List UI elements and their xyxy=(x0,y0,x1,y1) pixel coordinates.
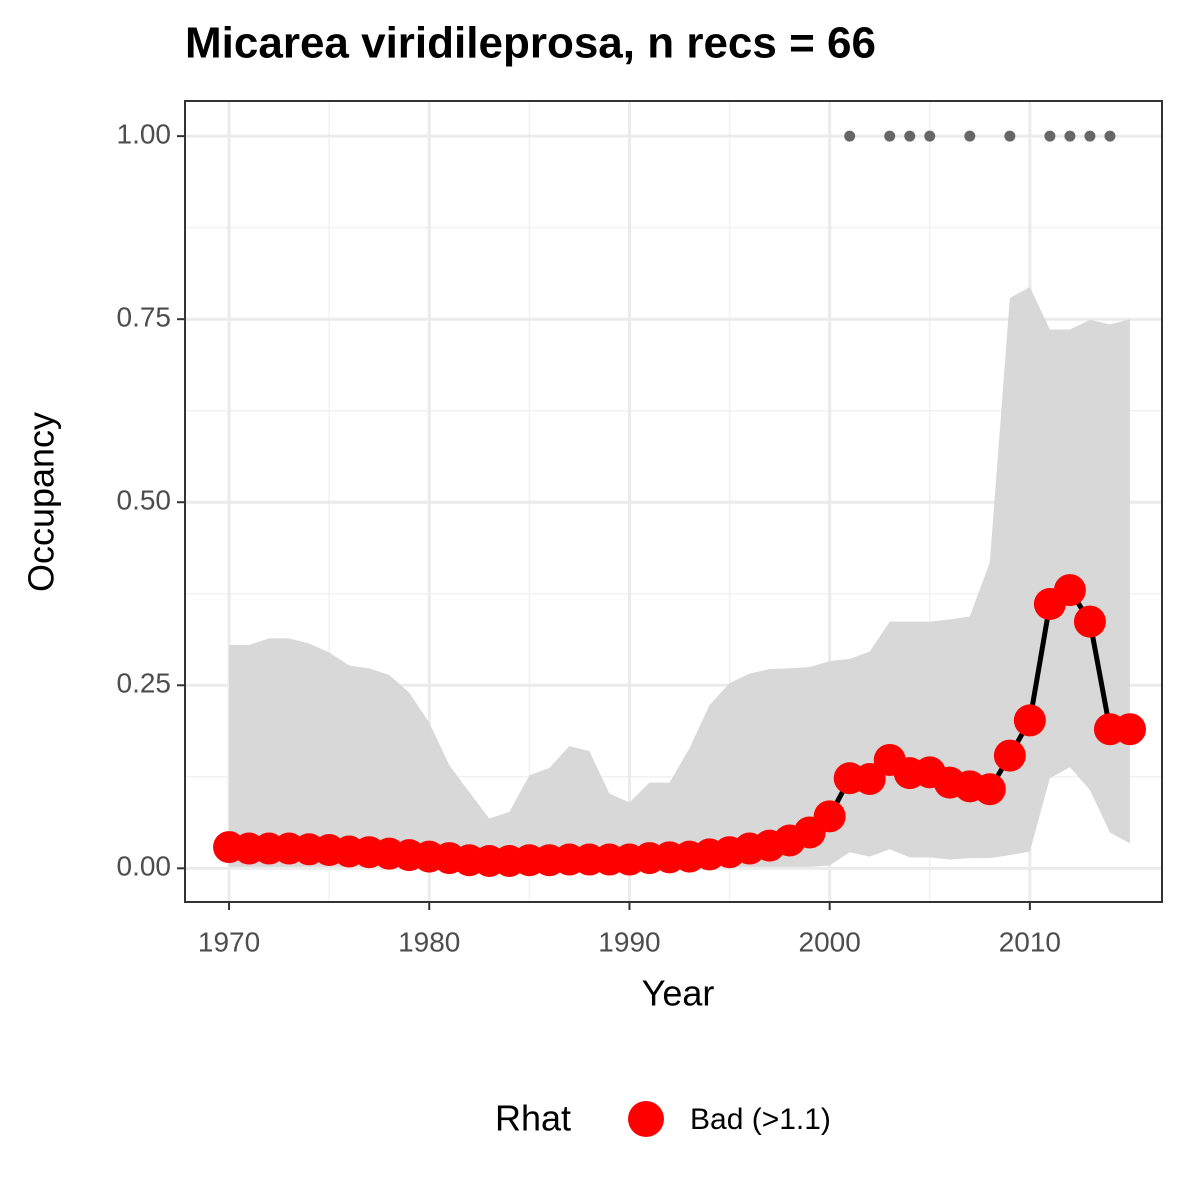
chart-title: Micarea viridileprosa, n recs = 66 xyxy=(185,19,876,68)
y-tick-label: 0.50 xyxy=(117,485,172,516)
record-dot xyxy=(1064,130,1076,142)
point xyxy=(813,800,846,833)
y-tick-label: 0.75 xyxy=(117,302,172,333)
panel-border xyxy=(184,100,1163,903)
record-dot xyxy=(844,130,856,142)
record-dot xyxy=(1004,130,1016,142)
x-tick-label: 1980 xyxy=(398,926,460,957)
record-dot xyxy=(1104,130,1116,142)
x-tick-label: 1970 xyxy=(198,926,260,957)
legend-label: Bad (>1.1) xyxy=(690,1103,831,1136)
record-dot xyxy=(1084,130,1096,142)
point xyxy=(973,773,1006,806)
confidence-band xyxy=(229,286,1130,867)
point xyxy=(1013,704,1046,737)
record-dot xyxy=(884,130,896,142)
point xyxy=(1073,605,1106,638)
point xyxy=(1053,574,1086,607)
point xyxy=(993,739,1026,772)
y-axis-label: Occupancy xyxy=(21,412,62,592)
x-tick-label: 2000 xyxy=(799,926,861,957)
point xyxy=(1113,713,1146,746)
x-tick-label: 2010 xyxy=(999,926,1061,957)
legend-title: Rhat xyxy=(495,1098,571,1139)
record-dot xyxy=(904,130,916,142)
x-axis-label: Year xyxy=(642,973,715,1014)
point xyxy=(853,762,886,795)
record-dot xyxy=(1044,130,1056,142)
record-dot xyxy=(924,130,936,142)
y-tick-label: 0.00 xyxy=(117,851,172,882)
y-tick-label: 0.25 xyxy=(117,668,172,699)
record-dot xyxy=(964,130,976,142)
legend-swatch xyxy=(628,1101,664,1137)
y-tick-label: 1.00 xyxy=(117,119,172,150)
x-tick-label: 1990 xyxy=(598,926,660,957)
